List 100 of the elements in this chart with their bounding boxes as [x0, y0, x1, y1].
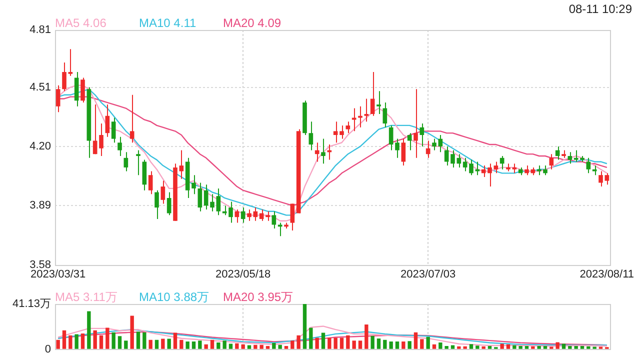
bar	[370, 336, 374, 349]
bar	[506, 344, 510, 349]
bar	[93, 330, 97, 349]
bar	[488, 346, 492, 349]
bar	[432, 344, 436, 349]
bar	[376, 338, 381, 349]
bar	[260, 344, 264, 349]
bar	[148, 340, 152, 349]
bar	[358, 340, 362, 349]
bar	[106, 328, 110, 349]
text: MA20 4.09	[223, 16, 282, 30]
y-tick-label: 3.58	[30, 258, 51, 271]
bar	[118, 336, 122, 349]
bar	[161, 338, 165, 349]
text: MA5 3.11万	[55, 289, 118, 306]
bar	[389, 341, 393, 349]
bar	[450, 345, 455, 349]
bar	[315, 338, 319, 349]
bar	[469, 344, 474, 349]
bar	[580, 346, 584, 349]
bar	[321, 332, 326, 349]
bar	[87, 311, 91, 349]
bar	[222, 340, 226, 349]
bar	[402, 341, 406, 349]
bar	[296, 335, 300, 349]
x-tick-label: 2023/08/11	[580, 268, 634, 280]
bar	[180, 340, 184, 349]
bar	[192, 341, 196, 349]
bar	[556, 342, 560, 349]
text: MA10 3.88万	[139, 289, 210, 306]
bar	[216, 342, 220, 349]
bar	[340, 338, 344, 349]
bar	[173, 332, 178, 349]
bar	[524, 346, 529, 349]
bar	[364, 324, 368, 349]
bar	[74, 334, 78, 349]
bar	[167, 338, 171, 349]
bar	[352, 340, 356, 349]
bar	[537, 346, 541, 349]
bar	[574, 346, 578, 349]
bar	[290, 340, 294, 349]
bar	[383, 340, 387, 349]
bar	[463, 346, 467, 349]
y-tick-label: 41.13万	[12, 298, 51, 310]
y-tick-label: 4.51	[30, 81, 51, 94]
bar	[346, 335, 350, 349]
x-tick-label: 2023/07/03	[400, 268, 456, 280]
text: MA20 3.95万	[223, 289, 294, 306]
bar	[130, 316, 134, 349]
bar	[438, 342, 442, 349]
bar	[426, 336, 430, 349]
bar	[420, 339, 424, 349]
bar	[482, 346, 486, 349]
bar	[512, 345, 516, 349]
bar	[531, 346, 535, 349]
y-tick-label: 3.89	[30, 200, 51, 212]
bar	[142, 332, 146, 349]
text: MA10 4.11	[139, 16, 198, 30]
bar	[328, 338, 332, 349]
bar	[543, 346, 548, 349]
bar	[518, 346, 522, 349]
bar	[198, 340, 202, 349]
bar	[408, 341, 412, 349]
bar	[68, 335, 72, 349]
bar	[266, 346, 270, 349]
text: MA5 4.06	[55, 16, 108, 30]
bar	[154, 340, 159, 349]
y-tick-label: 0	[44, 343, 51, 356]
bar	[309, 328, 313, 349]
bar	[235, 343, 239, 349]
bar	[204, 344, 208, 349]
bar	[568, 346, 572, 349]
bar	[124, 340, 128, 349]
bar	[112, 332, 116, 349]
bar	[586, 346, 590, 349]
x-tick-label: 2023/03/31	[30, 268, 86, 280]
bar	[476, 346, 480, 349]
bar	[228, 344, 233, 349]
bar	[254, 344, 258, 349]
text: 08-11 10:29	[568, 2, 632, 16]
bar	[444, 346, 448, 349]
bar	[99, 335, 104, 349]
bar	[62, 330, 66, 349]
bar	[334, 338, 338, 349]
bar	[247, 345, 252, 349]
bar	[80, 334, 85, 349]
bar	[278, 344, 282, 349]
bar	[241, 344, 245, 349]
bar	[272, 343, 276, 349]
bar	[457, 346, 461, 349]
bar	[284, 346, 288, 349]
bar	[500, 344, 504, 349]
y-tick-label: 4.20	[30, 140, 51, 152]
bar	[186, 341, 190, 349]
bar	[302, 304, 307, 349]
bar	[56, 340, 60, 349]
bar	[136, 332, 140, 349]
y-tick-label: 4.81	[30, 24, 51, 36]
bar	[414, 332, 418, 349]
x-tick-label: 2023/05/18	[216, 268, 271, 280]
